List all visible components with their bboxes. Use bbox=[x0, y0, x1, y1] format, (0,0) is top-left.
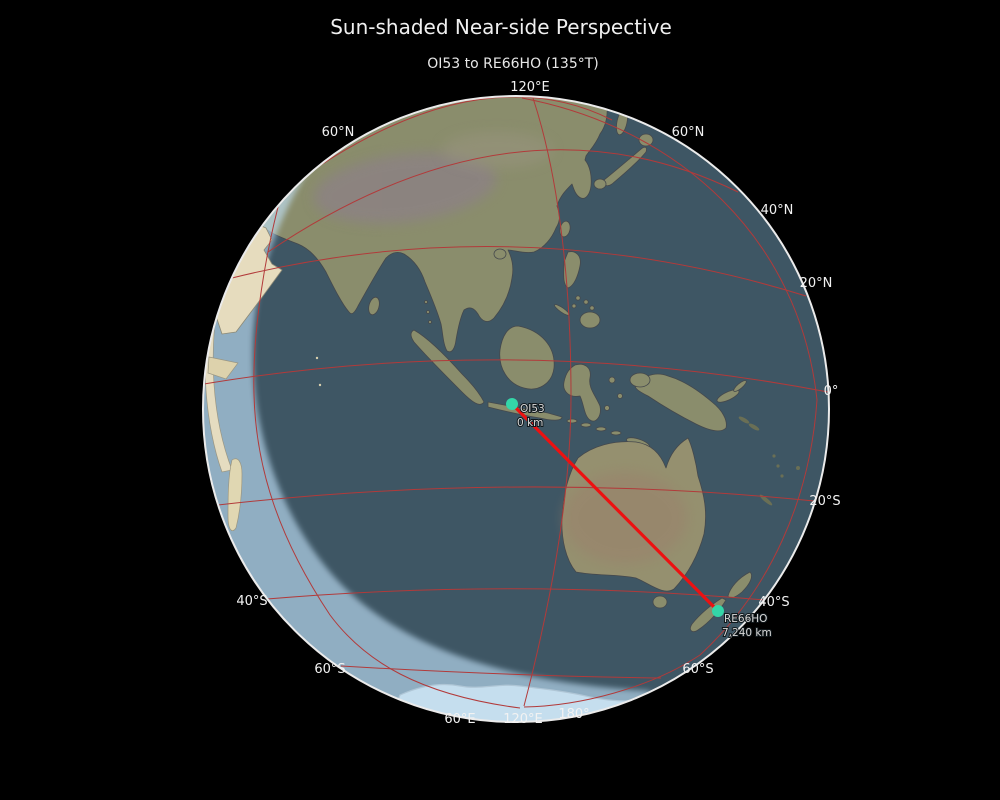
chart-title: Sun-shaded Near-side Perspective bbox=[330, 15, 672, 39]
end-marker-distance: 7,240 km bbox=[722, 627, 772, 639]
island-new-caledonia bbox=[759, 494, 773, 506]
gobi-desert bbox=[442, 132, 552, 168]
horn-of-africa bbox=[207, 356, 239, 380]
island-java bbox=[487, 401, 563, 421]
label-lat-60n-right: 60°N bbox=[672, 125, 705, 140]
globe-limb bbox=[202, 95, 830, 723]
parallel-20s bbox=[217, 486, 815, 506]
island-mindanao bbox=[579, 311, 601, 329]
end-marker bbox=[712, 605, 724, 617]
label-lat-20n-right: 20°N bbox=[800, 276, 833, 291]
island-madagascar bbox=[227, 458, 243, 531]
parallel-60n bbox=[281, 96, 613, 193]
chart-subtitle: OI53 to RE66HO (135°T) bbox=[427, 56, 599, 72]
great-circle-path bbox=[510, 402, 720, 613]
island-new-britain bbox=[716, 389, 740, 403]
sunlit-region bbox=[203, 130, 660, 722]
label-lon-60e-bottom: 60°E bbox=[444, 712, 475, 727]
islands-pacific bbox=[738, 416, 800, 506]
label-lat-60n-left: 60°N bbox=[322, 125, 355, 140]
label-lat-0-right: 0° bbox=[824, 384, 839, 399]
island-borneo bbox=[499, 325, 555, 390]
island-hainan bbox=[493, 248, 507, 260]
meridian-60e bbox=[253, 191, 521, 709]
islands-indonesia bbox=[368, 296, 747, 449]
label-lat-40s-left: 40°S bbox=[236, 594, 267, 609]
label-lat-60s-left: 60°S bbox=[314, 662, 345, 677]
island-palawan bbox=[554, 304, 570, 316]
parallel-60s bbox=[340, 665, 662, 679]
island-sri-lanka bbox=[368, 296, 380, 316]
kamchatka bbox=[652, 98, 668, 122]
start-marker-label: OI53 bbox=[520, 403, 545, 415]
label-lat-60s-right: 60°S bbox=[682, 662, 713, 677]
island-tasmania bbox=[652, 595, 668, 609]
island-taiwan bbox=[559, 220, 571, 238]
island-hokkaido bbox=[638, 133, 654, 147]
label-lon-120e-bottom: 120°E bbox=[503, 712, 543, 727]
meridian-180 bbox=[521, 97, 818, 708]
parallel-20n bbox=[231, 245, 807, 297]
island-kyushu bbox=[593, 178, 607, 190]
parallel-0 bbox=[203, 359, 829, 393]
end-marker-label: RE66HO bbox=[724, 613, 767, 625]
parallel-40s bbox=[266, 588, 765, 601]
label-lat-40n-right: 40°N bbox=[761, 203, 794, 218]
graticule bbox=[203, 96, 829, 709]
parallel-40n bbox=[267, 149, 739, 253]
start-marker-distance: 0 km bbox=[517, 417, 543, 429]
island-luzon bbox=[563, 251, 581, 289]
label-lat-20s-right: 20°S bbox=[809, 494, 840, 509]
island-sumatra bbox=[410, 329, 485, 405]
island-new-guinea bbox=[634, 373, 727, 432]
tibet-plateau bbox=[313, 152, 497, 224]
label-lon-180-bottom: 180° bbox=[558, 707, 589, 722]
island-sulawesi bbox=[563, 363, 601, 422]
label-lon-120e-top: 120°E bbox=[510, 80, 550, 95]
meridian-120e bbox=[523, 97, 572, 707]
start-marker bbox=[506, 398, 518, 410]
label-lat-40s-right: 40°S bbox=[758, 595, 789, 610]
